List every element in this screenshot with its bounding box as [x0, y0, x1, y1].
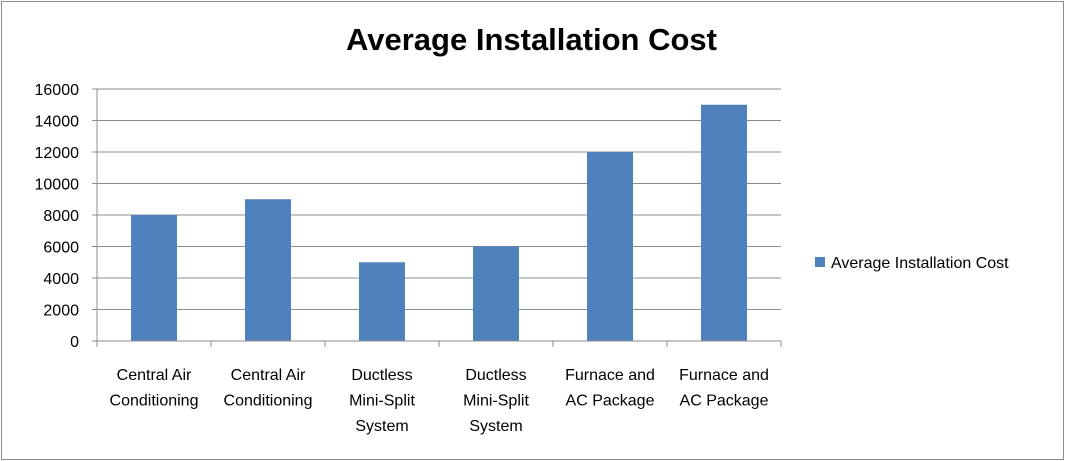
- y-tick-label: 4000: [43, 271, 79, 288]
- x-tick-label: Ductless Mini-Split System: [349, 367, 415, 435]
- bar: [245, 199, 291, 341]
- y-tick-label: 14000: [35, 114, 80, 131]
- legend-label: Average Installation Cost: [831, 255, 1009, 272]
- x-tick-label: Central Air Conditioning: [224, 367, 313, 410]
- x-tick-label: Ductless Mini-Split System: [463, 367, 529, 435]
- axes: [96, 89, 782, 347]
- y-axis-ticks: 0 2000 4000 6000 8000 10000 12000 14000 16000: [35, 82, 97, 351]
- bar: [587, 152, 633, 341]
- legend-swatch: [815, 257, 825, 267]
- bar: [473, 246, 519, 341]
- y-tick-label: 0: [70, 334, 79, 351]
- y-tick-label: 6000: [43, 240, 79, 257]
- y-tick-label: 10000: [35, 177, 80, 194]
- bar: [131, 215, 177, 341]
- legend: Average Installation Cost: [815, 255, 1009, 272]
- y-tick-label: 8000: [43, 208, 79, 225]
- x-tick-label: Furnace and AC Package: [679, 367, 769, 410]
- bar: [701, 104, 747, 341]
- y-tick-label: 12000: [35, 145, 80, 162]
- gridlines: [97, 88, 781, 310]
- x-tick-label: Furnace and AC Package: [565, 367, 655, 410]
- x-axis-labels: Central Air Conditioning Central Air Condit…: [110, 367, 769, 435]
- y-tick-label: 16000: [35, 82, 80, 99]
- y-tick-label: 2000: [43, 303, 79, 320]
- x-tick-label: Central Air Conditioning: [110, 367, 199, 410]
- bar: [359, 262, 405, 341]
- bars: [131, 104, 747, 341]
- chart-title: Average Installation Cost: [346, 22, 717, 57]
